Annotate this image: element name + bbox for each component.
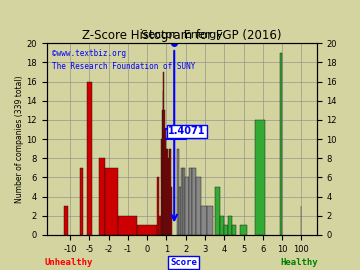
Bar [232,225,236,235]
Bar [162,91,163,235]
Y-axis label: Number of companies (339 total): Number of companies (339 total) [15,75,24,203]
Bar [240,225,247,235]
Bar [181,168,183,235]
Text: 1.4071: 1.4071 [168,126,206,136]
Bar [161,139,162,235]
Bar [196,177,201,235]
Bar [138,225,157,235]
Text: The Research Foundation of SUNY: The Research Foundation of SUNY [52,62,195,71]
Bar [159,216,161,235]
Bar [169,148,170,235]
Bar [255,120,265,235]
Bar [185,177,189,235]
Bar [165,130,166,235]
Bar [80,168,84,235]
Bar [201,206,207,235]
Bar [163,72,165,235]
Text: Unhealthy: Unhealthy [44,258,93,267]
Bar [166,148,167,235]
Bar [167,148,168,235]
Text: Score: Score [170,258,197,267]
Text: Sector: Energy: Sector: Energy [141,30,223,40]
Bar [183,168,185,235]
Text: ©www.textbiz.org: ©www.textbiz.org [52,49,126,58]
Bar [170,148,171,235]
Bar [228,216,232,235]
Title: Z-Score Histogram for FGP (2016): Z-Score Histogram for FGP (2016) [82,29,282,42]
Bar [192,168,196,235]
Bar [179,187,181,235]
Bar [224,225,228,235]
Bar [177,148,179,235]
Bar [207,206,213,235]
Bar [118,216,138,235]
Bar [99,158,105,235]
Bar [280,53,282,235]
Bar [168,158,169,235]
Bar [171,187,172,235]
Bar [105,168,118,235]
Text: Healthy: Healthy [280,258,318,267]
Bar [220,216,224,235]
Bar [189,168,192,235]
Bar [64,206,68,235]
Bar [87,82,93,235]
Bar [157,177,159,235]
Bar [215,187,220,235]
